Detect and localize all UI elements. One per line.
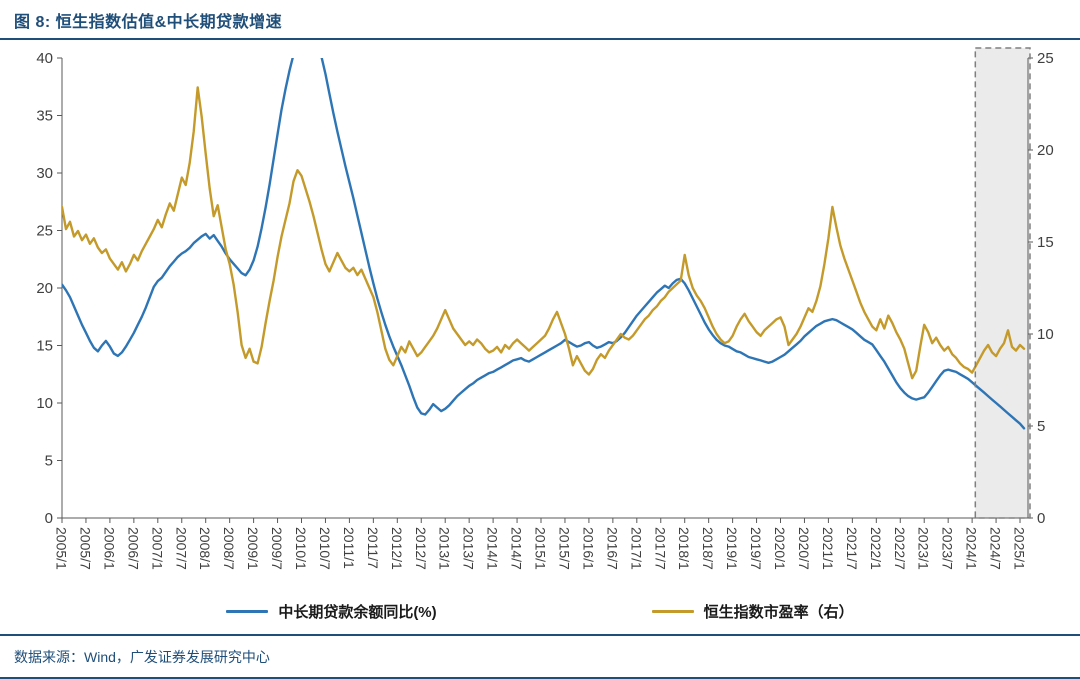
x-axis-label: 2018/1 [676, 527, 692, 570]
data-source: 数据来源：Wind，广发证券发展研究中心 [14, 648, 270, 665]
x-axis-label: 2022/7 [892, 527, 908, 570]
left-axis-label: 25 [36, 223, 53, 240]
x-axis-label: 2009/7 [269, 527, 285, 570]
legend-swatch-gold [651, 609, 694, 613]
x-axis-label: 2021/1 [820, 527, 836, 570]
x-axis-label: 2023/1 [916, 527, 932, 570]
x-axis-label: 2006/7 [125, 527, 141, 570]
x-axis-label: 2024/1 [964, 527, 980, 570]
x-axis-label: 2013/1 [437, 527, 453, 570]
title-divider [0, 38, 1080, 40]
x-axis-label: 2005/7 [77, 527, 93, 570]
right-axis-label: 20 [1037, 142, 1054, 159]
right-axis-label: 0 [1037, 510, 1045, 527]
x-axis-label: 2014/7 [509, 527, 525, 570]
left-axis-label: 5 [45, 453, 53, 470]
x-axis-label: 2011/7 [365, 527, 381, 569]
x-axis-label: 2014/1 [485, 527, 501, 570]
left-axis-label: 10 [36, 395, 53, 412]
chart-legend: 中长期贷款余额同比(%) 恒生指数市盈率（右） [0, 592, 1080, 630]
x-axis-label: 2020/7 [796, 527, 812, 570]
x-axis-label: 2025/1 [1012, 527, 1028, 570]
legend-label-hsi-pe: 恒生指数市盈率（右） [703, 603, 854, 621]
x-axis-label: 2011/1 [341, 527, 357, 569]
x-axis-label: 2009/1 [245, 527, 261, 570]
x-axis-label: 2008/7 [221, 527, 237, 570]
x-axis-label: 2010/7 [317, 527, 333, 570]
left-axis-label: 0 [45, 510, 53, 527]
x-axis-label: 2010/1 [293, 527, 309, 570]
highlight-region-border [974, 47, 1031, 519]
left-axis-label: 30 [36, 165, 53, 182]
left-axis-label: 35 [36, 108, 53, 125]
left-axis-label: 40 [36, 50, 53, 67]
x-axis-label: 2007/1 [149, 527, 165, 570]
right-axis-label: 5 [1037, 418, 1045, 435]
x-axis-label: 2006/1 [101, 527, 117, 570]
x-axis-label: 2019/7 [748, 527, 764, 570]
highlight-region-fill [975, 48, 1030, 518]
x-axis-label: 2007/7 [173, 527, 189, 570]
x-axis-label: 2008/1 [197, 527, 213, 570]
left-axis-label: 15 [36, 338, 53, 355]
x-axis-label: 2016/7 [604, 527, 620, 570]
right-axis-label: 25 [1037, 50, 1054, 67]
legend-swatch-blue [226, 609, 269, 613]
x-axis-label: 2015/1 [533, 527, 549, 570]
x-axis-label: 2005/1 [54, 527, 70, 570]
legend-item-hsi-pe: 恒生指数市盈率（右） [651, 601, 854, 622]
figure-title: 图 8: 恒生指数估值&中长期贷款增速 [14, 14, 283, 31]
legend-label-loan-growth: 中长期贷款余额同比(%) [278, 603, 437, 621]
legend-item-loan-growth: 中长期贷款余额同比(%) [226, 601, 437, 622]
right-axis-label: 15 [1037, 234, 1054, 251]
x-axis-label: 2016/1 [580, 527, 596, 570]
left-axis-label: 20 [36, 280, 53, 297]
x-axis-label: 2018/7 [700, 527, 716, 570]
right-axis-label: 10 [1037, 326, 1054, 343]
figure-header: 图 8: 恒生指数估值&中长期贷款增速 [0, 0, 1080, 38]
x-axis-label: 2020/1 [772, 527, 788, 570]
x-axis-label: 2021/7 [844, 527, 860, 570]
series-line-hsi-pe [62, 86, 1026, 380]
x-axis-label: 2013/7 [461, 527, 477, 570]
x-axis-label: 2024/7 [988, 527, 1004, 570]
x-axis-label: 2017/7 [652, 527, 668, 570]
figure-footer: 数据来源：Wind，广发证券发展研究中心 [0, 634, 1080, 679]
x-axis-label: 2019/1 [724, 527, 740, 570]
series-line-loan-growth [62, 58, 1026, 430]
x-axis-label: 2012/7 [413, 527, 429, 570]
x-axis-label: 2022/1 [868, 527, 884, 570]
hsi-valuation-loan-growth-chart: 0 5 10 15 20 25 30 35 40 0 5 10 15 20 25 2005/1 2005/7 20… [36, 47, 1054, 570]
x-axis-label: 2023/7 [940, 527, 956, 570]
x-axis-label: 2017/1 [628, 527, 644, 570]
x-axis-label: 2015/7 [556, 527, 572, 570]
x-axis-label: 2012/1 [389, 527, 405, 570]
